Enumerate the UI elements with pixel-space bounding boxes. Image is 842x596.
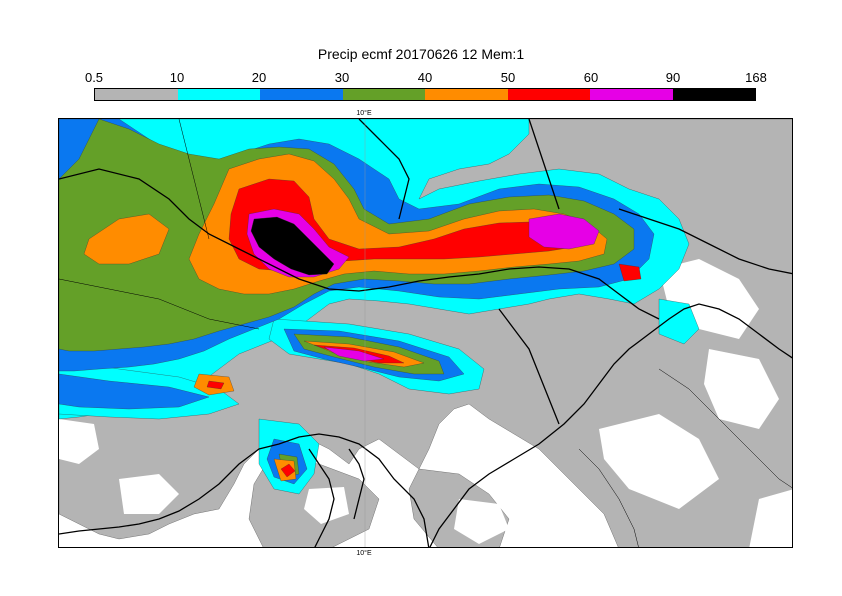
colorbar-tick-0: 0.5 <box>84 70 104 85</box>
colorbar-tick-1: 10 <box>169 70 185 85</box>
colorbar-segment-90-168 <box>672 89 755 100</box>
minor-borders <box>59 119 792 547</box>
colorbar-tick-2: 20 <box>251 70 267 85</box>
colorbar-segment-30-40 <box>342 89 425 100</box>
longitude-label-bottom: 10°E <box>356 550 372 557</box>
colorbar-segment-10-20 <box>177 89 260 100</box>
coastline-and-borders <box>59 119 792 547</box>
map-canvas <box>59 119 792 547</box>
colorbar-segment-20-30 <box>260 89 343 100</box>
colorbar-segment-0.5-10 <box>95 89 178 100</box>
colorbar-segment-50-60 <box>507 89 590 100</box>
colorbar-tick-4: 40 <box>417 70 433 85</box>
colorbar-legend <box>94 88 756 101</box>
longitude-label-top: 10°E <box>356 110 372 117</box>
colorbar-segment-60-90 <box>590 89 673 100</box>
map-title: Precip ecmf 20170626 12 Mem:1 <box>317 46 525 62</box>
colorbar-tick-5: 50 <box>500 70 516 85</box>
colorbar-segment-40-50 <box>425 89 508 100</box>
colorbar-tick-6: 60 <box>583 70 599 85</box>
precip-band-90-168 <box>250 216 335 276</box>
colorbar-tick-8: 168 <box>745 70 767 85</box>
colorbar-tick-7: 90 <box>665 70 681 85</box>
precipitation-map <box>58 118 793 548</box>
colorbar-tick-3: 30 <box>334 70 350 85</box>
